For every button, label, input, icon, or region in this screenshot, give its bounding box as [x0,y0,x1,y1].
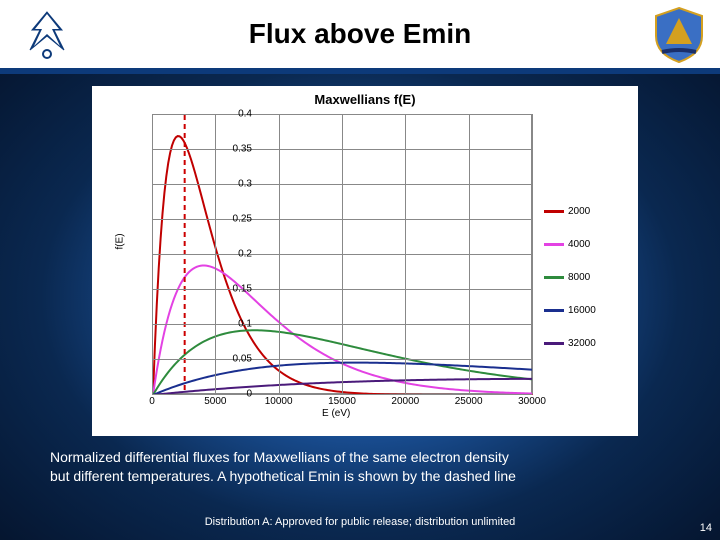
title-underline [0,68,720,74]
caption-line1: Normalized differential fluxes for Maxwe… [50,449,509,465]
gridline-h [152,149,532,150]
gridline-h [152,394,532,395]
caption-line2: but different temperatures. A hypothetic… [50,468,516,484]
x-tick-label: 5000 [204,396,226,407]
legend-swatch [544,210,564,213]
slide-root: Flux above Emin Maxwellians f(E) f(E) E … [0,0,720,540]
gridline-h [152,219,532,220]
legend-item: 8000 [544,272,632,283]
legend-item: 16000 [544,305,632,316]
y-tick-label: 0.35 [233,144,252,155]
chart-title: Maxwellians f(E) [92,86,638,107]
gridline-h [152,324,532,325]
y-tick-label: 0.1 [238,319,252,330]
distribution-footer: Distribution A: Approved for public rele… [0,516,720,528]
gridline-v [532,114,533,394]
x-axis-label: E (eV) [322,408,350,419]
page-number: 14 [700,522,712,534]
x-tick-label: 20000 [391,396,419,407]
legend-item: 4000 [544,239,632,250]
legend-item: 32000 [544,338,632,349]
y-tick-label: 0.25 [233,214,252,225]
airforce-wings-icon [12,6,82,64]
x-tick-label: 0 [149,396,155,407]
gridline-h [152,254,532,255]
title-bar: Flux above Emin [0,0,720,68]
slide-title: Flux above Emin [249,18,472,50]
legend-label: 4000 [568,239,590,250]
gridline-h [152,184,532,185]
shield-badge-icon [648,4,710,66]
legend-swatch [544,243,564,246]
x-tick-label: 30000 [518,396,546,407]
chart-container: Maxwellians f(E) f(E) E (eV) 2000 4000 800… [92,86,638,436]
legend-swatch [544,342,564,345]
gridline-h [152,359,532,360]
chart-curves [153,115,533,395]
legend-swatch [544,309,564,312]
y-tick-label: 0.05 [233,354,252,365]
y-tick-label: 0 [246,389,252,400]
x-tick-label: 15000 [328,396,356,407]
legend-label: 32000 [568,338,596,349]
y-axis-label: f(E) [115,233,126,249]
legend-item: 2000 [544,206,632,217]
y-tick-label: 0.3 [238,179,252,190]
legend-swatch [544,276,564,279]
x-tick-label: 25000 [455,396,483,407]
gridline-h [152,114,532,115]
legend-label: 8000 [568,272,590,283]
chart-legend: 2000 4000 8000 16000 32000 [544,206,632,371]
y-tick-label: 0.15 [233,284,252,295]
y-tick-label: 0.2 [238,249,252,260]
gridline-h [152,289,532,290]
x-tick-label: 10000 [265,396,293,407]
y-tick-label: 0.4 [238,109,252,120]
caption-text: Normalized differential fluxes for Maxwe… [50,448,690,486]
legend-label: 2000 [568,206,590,217]
legend-label: 16000 [568,305,596,316]
